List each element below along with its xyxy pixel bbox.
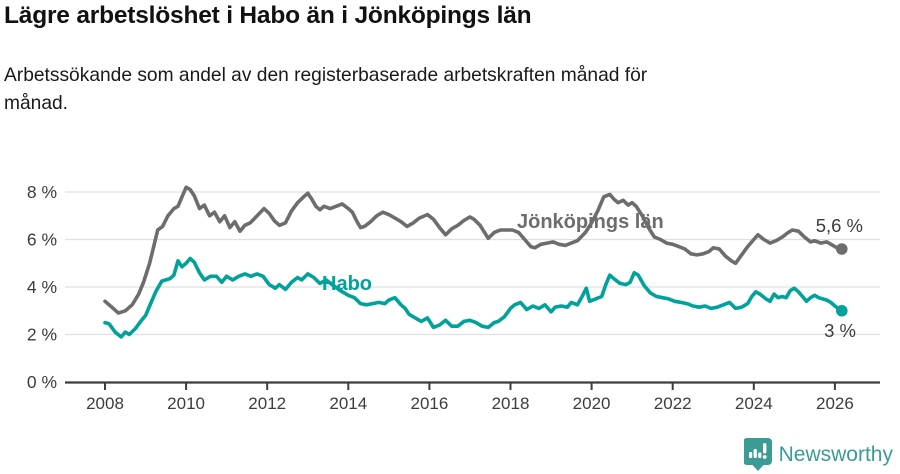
y-tick-label: 8 % [27, 182, 57, 202]
chart-subtitle: Arbetssökande som andel av den registerb… [4, 65, 648, 114]
chart-title: Lägre arbetslöshet i Habo än i Jönköping… [4, 2, 532, 29]
series-label-habo: Habo [322, 273, 372, 295]
newsworthy-chart-pin-icon [743, 438, 772, 471]
x-tick-label: 2010 [167, 394, 205, 413]
x-tick-label: 2020 [573, 394, 611, 413]
x-tick-label: 2014 [329, 394, 367, 413]
y-tick-label: 4 % [27, 277, 57, 297]
y-tick-label: 0 % [27, 372, 57, 392]
series-label-jonkopings-lan: Jönköpings län [517, 211, 664, 233]
brand-name: Newsworthy [778, 442, 893, 466]
x-tick-label: 2022 [654, 394, 692, 413]
line-chart: 0 % 2 % 4 % 6 % 8 % 2008 2010 2012 2014 2016 2018 2… [27, 182, 880, 413]
x-tick-label: 2026 [816, 394, 854, 413]
x-tick-label: 2024 [735, 394, 773, 413]
series-end-dot-jonkopings-lan [835, 243, 848, 255]
series-line-habo [103, 256, 844, 339]
x-tick-label: 2016 [410, 394, 448, 413]
series-end-dot-habo [835, 304, 848, 317]
end-value-label-jonkopings-lan: 5,6 % [816, 215, 863, 236]
x-tick-label: 2012 [248, 394, 286, 413]
y-tick-label: 2 % [27, 325, 57, 345]
end-value-label-habo: 3 % [824, 320, 856, 341]
x-tick-label: 2008 [86, 394, 124, 413]
y-tick-label: 6 % [27, 230, 57, 250]
brand-footer: Newsworthy [743, 438, 893, 471]
series-line-jonkopings-lan [103, 185, 844, 315]
x-tick-label: 2018 [492, 394, 530, 413]
